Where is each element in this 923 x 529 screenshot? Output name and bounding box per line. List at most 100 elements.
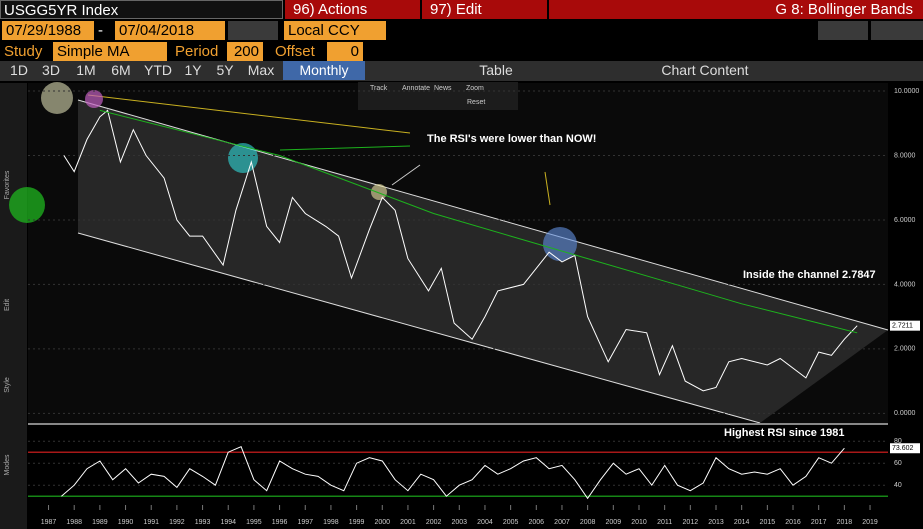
x-tick-label: 1996: [272, 519, 288, 526]
frequency[interactable]: Monthly: [283, 61, 365, 80]
currency[interactable]: Local CCY: [284, 21, 386, 40]
table-button[interactable]: Table: [479, 62, 513, 78]
side-label: Favorites: [4, 170, 11, 199]
y-tick-label: 2.0000: [894, 346, 916, 353]
x-tick-label: 2016: [785, 519, 801, 526]
highlight-circle: [371, 184, 387, 200]
chart-name: G 8: Bollinger Bands: [549, 0, 923, 19]
chart-tool[interactable]: Zoom: [466, 85, 484, 92]
arrow: [544, 171, 551, 206]
range-button[interactable]: 1D: [10, 62, 28, 78]
chart-tool[interactable]: Annotate: [402, 85, 430, 92]
offset-label: Offset: [275, 43, 315, 60]
range-button[interactable]: 5Y: [216, 62, 234, 78]
y-tick-label: 40: [894, 482, 902, 489]
side-label: Style: [4, 377, 11, 393]
side-label: Edit: [4, 299, 11, 311]
side-toolbar: [0, 83, 27, 529]
annotation: Inside the channel 2.7847: [743, 269, 876, 281]
x-tick-label: 1990: [118, 519, 134, 526]
y-tick-label: 8.0000: [894, 152, 916, 159]
y-tick-label: 6.0000: [894, 217, 916, 224]
x-tick-label: 2019: [862, 519, 878, 526]
y-tick-label: 10.0000: [894, 88, 919, 95]
x-tick-label: 2008: [580, 519, 596, 526]
chart-tool[interactable]: News: [434, 85, 452, 92]
plot-area: [28, 83, 888, 423]
highlight-circle: [228, 143, 258, 173]
highlight-circle: [85, 90, 103, 108]
x-tick-label: 2003: [451, 519, 467, 526]
x-tick-label: 1993: [195, 519, 211, 526]
x-tick-label: 2015: [760, 519, 776, 526]
x-tick-label: 2013: [708, 519, 724, 526]
x-tick-label: 2001: [400, 519, 416, 526]
x-tick-label: 2012: [683, 519, 699, 526]
x-tick-label: 1989: [92, 519, 108, 526]
channel-bottom: [77, 232, 761, 424]
range-button[interactable]: Max: [247, 62, 275, 78]
period[interactable]: 200: [227, 42, 263, 61]
y-tick-label: 0.0000: [894, 410, 916, 417]
x-tick-label: 2005: [503, 519, 519, 526]
x-tick-label: 1997: [297, 519, 313, 526]
x-tick-label: 2000: [374, 519, 390, 526]
range-button[interactable]: 3D: [42, 62, 60, 78]
x-tick-label: 2010: [631, 519, 647, 526]
study[interactable]: Simple MA: [53, 42, 167, 61]
chart-tool[interactable]: Track: [370, 85, 388, 92]
offset[interactable]: 0: [327, 42, 363, 61]
x-tick-label: 2006: [529, 519, 545, 526]
series-line: [99, 109, 858, 334]
range-button[interactable]: 6M: [111, 62, 131, 78]
edit-menu[interactable]: 97) Edit: [422, 0, 547, 19]
y-tick-label: 80: [894, 438, 902, 445]
last-value-label: 73.602: [892, 445, 914, 452]
last-value-label: 2.7211: [892, 323, 913, 330]
chart-content[interactable]: Chart Content: [661, 62, 749, 78]
highlight-circle: [543, 227, 577, 261]
highlight-circle: [41, 82, 73, 114]
x-tick-label: 2004: [477, 519, 493, 526]
reset-button[interactable]: Reset: [467, 99, 485, 106]
channel: [78, 100, 888, 423]
date-nav[interactable]: [228, 21, 278, 40]
range-button[interactable]: 1Y: [184, 62, 202, 78]
series-line: [61, 446, 845, 500]
annotation: Highest RSI since 1981: [724, 427, 844, 439]
chart-tools: [358, 82, 518, 110]
arrow: [279, 145, 411, 151]
x-tick-label: 2017: [811, 519, 827, 526]
x-tick-label: 1991: [143, 519, 159, 526]
x-tick-label: 2018: [837, 519, 853, 526]
start-date[interactable]: 07/29/1988: [2, 21, 94, 40]
range-button[interactable]: 1M: [76, 62, 96, 78]
x-tick-label: 2009: [606, 519, 622, 526]
arrow: [87, 94, 411, 134]
y-tick-label: 4.0000: [894, 281, 916, 288]
x-tick-label: 2007: [554, 519, 570, 526]
forward-button[interactable]: [871, 21, 923, 40]
date-separator: -: [98, 22, 103, 39]
study-label: Study: [4, 43, 43, 60]
x-tick-label: 1998: [323, 519, 339, 526]
x-tick-label: 2002: [426, 519, 442, 526]
arrow: [391, 164, 421, 186]
x-tick-label: 1988: [66, 519, 82, 526]
toolbar: [0, 61, 923, 81]
last-value-tag: [890, 443, 920, 454]
x-tick-label: 1987: [41, 519, 57, 526]
range-button[interactable]: YTD: [144, 62, 172, 78]
actions-menu[interactable]: 96) Actions: [285, 0, 420, 19]
ticker: USGG5YR Index: [0, 0, 283, 19]
x-tick-label: 2011: [657, 519, 672, 526]
end-date[interactable]: 07/04/2018: [115, 21, 225, 40]
x-tick-label: 1992: [169, 519, 185, 526]
last-value-tag: [890, 320, 920, 331]
x-tick-label: 2014: [734, 519, 750, 526]
y-tick-label: 60: [894, 460, 902, 467]
back-button[interactable]: [818, 21, 868, 40]
x-tick-label: 1995: [246, 519, 262, 526]
side-label: Modes: [4, 454, 11, 476]
